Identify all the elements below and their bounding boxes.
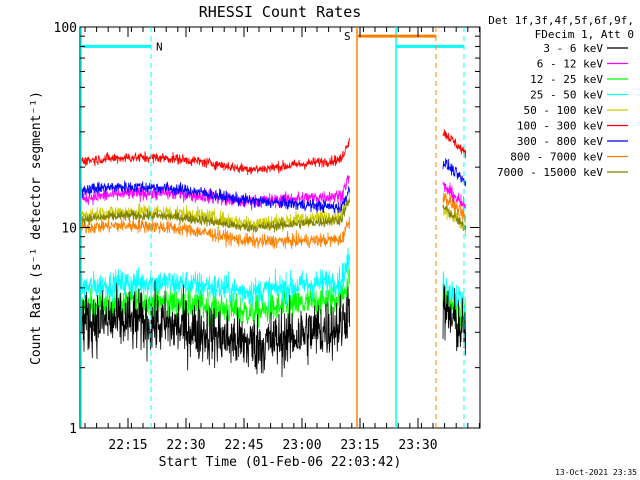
legend-entry-label: 12 - 25 keV — [530, 73, 603, 86]
series-line-after-gap — [442, 271, 467, 317]
legend-entry-label: 50 - 100 keV — [524, 104, 604, 117]
series-line — [80, 137, 351, 176]
footer-timestamp: 13-Oct-2021 23:35 — [555, 468, 637, 477]
chart-title: RHESSI Count Rates — [199, 3, 362, 21]
series-line-after-gap — [442, 284, 467, 356]
x-tick-label: 23:00 — [282, 438, 321, 453]
y-axis-label: Count Rate (s⁻¹ detector segment⁻¹) — [29, 91, 44, 365]
x-tick-label: 22:30 — [166, 438, 205, 453]
x-axis-ticks: 22:15 22:30 22:45 23:00 23:15 23:30 — [84, 27, 480, 453]
series-line-after-gap — [442, 282, 467, 331]
x-tick-label: 22:45 — [224, 438, 263, 453]
series-line-after-gap — [442, 158, 467, 187]
legend-entry-label: 100 - 300 keV — [517, 120, 603, 133]
series-line-after-gap — [442, 181, 467, 209]
x-axis-label: Start Time (01-Feb-06 22:03:42) — [159, 455, 402, 470]
y-tick-label: 100 — [54, 21, 77, 36]
x-tick-label: 22:15 — [108, 438, 147, 453]
series-line — [80, 248, 351, 309]
interval-markers: NS — [80, 27, 465, 428]
legend-entry-label: 3 - 6 keV — [543, 42, 603, 55]
legend-header-line-2: FDecim 1, Att 0 — [535, 28, 634, 41]
legend: Det 1f,3f,4f,5f,6f,9f, FDecim 1, Att 0 3… — [488, 14, 634, 179]
y-tick-label: 1 — [69, 422, 77, 437]
y-axis-ticks: 1 10 100 — [54, 21, 480, 437]
series-line-after-gap — [442, 129, 467, 159]
legend-entry-label: 25 - 50 keV — [530, 89, 603, 102]
saa-label: S — [344, 30, 351, 43]
series-layer — [80, 129, 467, 378]
series-line — [80, 198, 351, 233]
y-tick-label: 10 — [61, 222, 77, 237]
series-line-after-gap — [442, 204, 467, 232]
legend-entry-label: 300 - 800 keV — [517, 135, 603, 148]
series-line — [80, 216, 351, 250]
x-tick-label: 23:30 — [398, 438, 437, 453]
legend-entry-label: 800 - 7000 keV — [510, 151, 603, 164]
series-line — [80, 280, 351, 378]
night-label: N — [156, 40, 163, 53]
legend-entry-label: 7000 - 15000 keV — [497, 166, 603, 179]
legend-header-line-1: Det 1f,3f,4f,5f,6f,9f, — [488, 14, 634, 27]
x-tick-label: 23:15 — [340, 438, 379, 453]
series-line — [80, 180, 351, 214]
legend-entry-label: 6 - 12 keV — [537, 58, 604, 71]
